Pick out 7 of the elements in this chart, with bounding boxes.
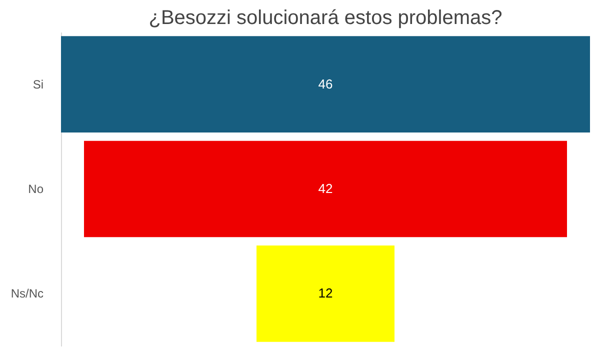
data-label: 42 [318,181,333,196]
text: ¿Besozzi solucionará estos problemas? [148,7,502,29]
category-label: Ns/Nc [10,286,44,301]
data-label: 12 [318,286,333,301]
category-label: No [28,182,44,196]
category-label: Si [32,77,44,92]
data-label: 46 [318,76,333,92]
